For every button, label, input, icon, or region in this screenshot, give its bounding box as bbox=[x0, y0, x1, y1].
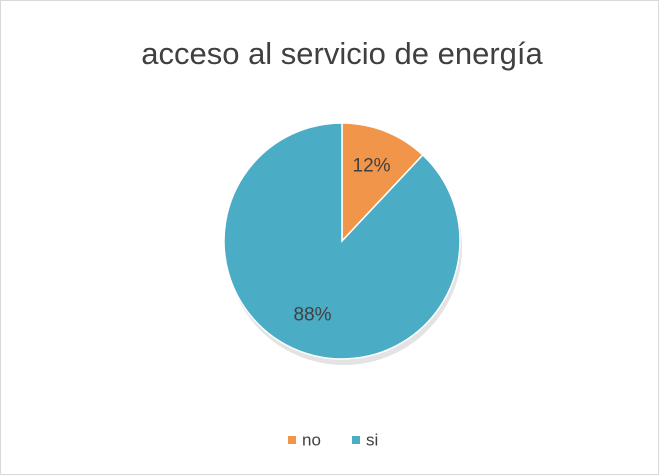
data-label: 88% bbox=[293, 305, 331, 326]
legend-label: no bbox=[302, 430, 321, 449]
legend-label: si bbox=[366, 430, 378, 449]
legend-swatch bbox=[352, 436, 360, 444]
pie-slice bbox=[341, 122, 424, 243]
pie-slice bbox=[223, 122, 461, 360]
chart-title: acceso al servicio de energía bbox=[141, 36, 543, 71]
legend-swatch bbox=[288, 436, 296, 444]
data-label: 12% bbox=[353, 155, 391, 176]
